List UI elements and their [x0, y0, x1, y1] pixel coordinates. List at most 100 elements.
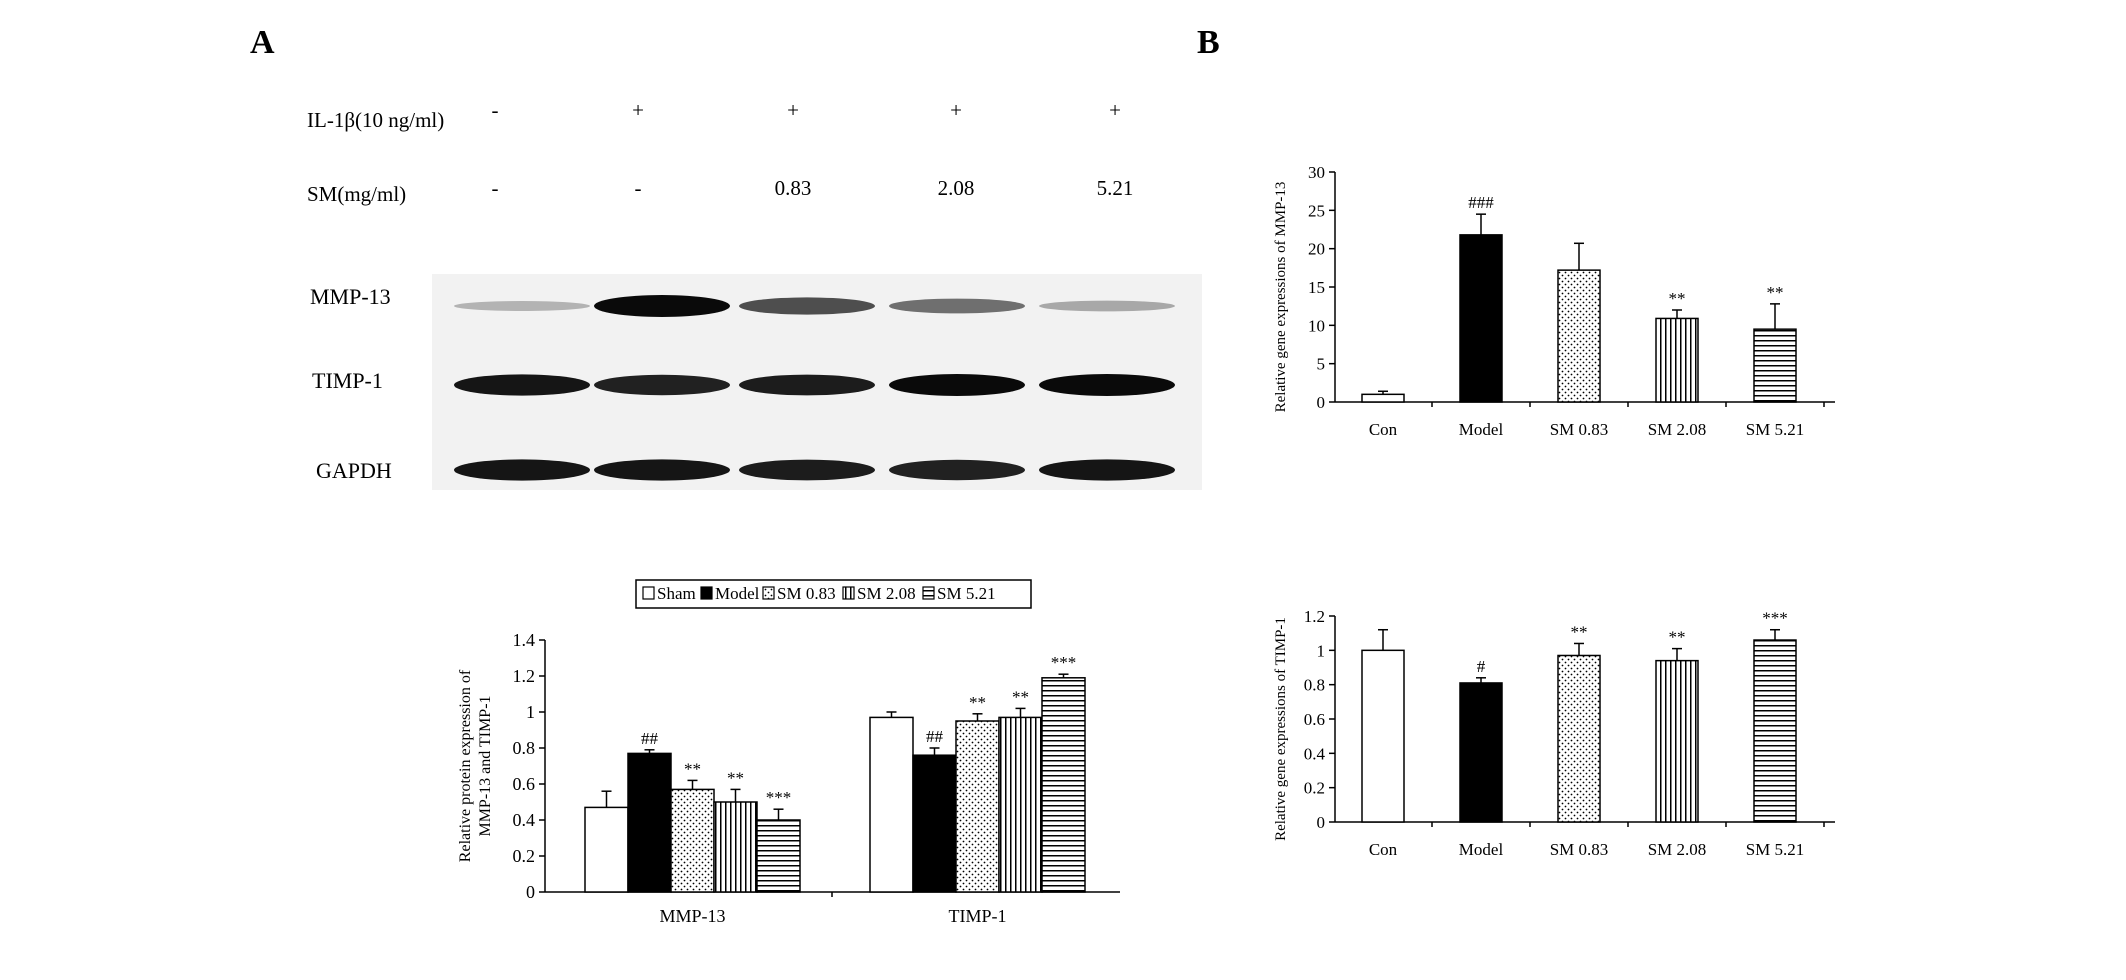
significance-label: ###	[1468, 193, 1494, 212]
y-tick-label: 5	[1317, 355, 1326, 374]
y-tick-label: 30	[1308, 163, 1325, 182]
x-tick-label: MMP-13	[659, 906, 725, 926]
y-axis-label: Relative gene expressions of TIMP-1	[1273, 617, 1289, 841]
timp1-gene-chart: 0 0.2 0.4 0.6 0.8 1 1.2 Con # Model ** SM 0.83 ** SM …	[1273, 607, 1835, 859]
bar	[670, 788, 715, 893]
significance-label: **	[1669, 628, 1686, 647]
blot-band	[454, 301, 590, 311]
y-tick-label: 1.4	[513, 630, 536, 650]
legend-label: SM 0.83	[777, 584, 836, 603]
legend-swatch	[642, 586, 655, 600]
y-tick-label: 0.8	[1304, 676, 1325, 695]
condition-value: -	[491, 98, 499, 122]
significance-label: **	[969, 693, 986, 712]
legend-swatch	[700, 586, 713, 600]
bar	[584, 806, 629, 893]
blot-band	[889, 374, 1025, 396]
significance-label: #	[1477, 657, 1486, 676]
x-tick-label: SM 0.83	[1550, 420, 1609, 439]
bar	[1041, 677, 1086, 893]
significance-label: ***	[766, 788, 792, 807]
legend-label: SM 2.08	[857, 584, 916, 603]
blot-band	[454, 459, 590, 481]
condition-value: -	[634, 176, 642, 200]
bar	[1655, 659, 1699, 823]
blot-band	[594, 459, 730, 481]
condition-label-sm: SM(mg/ml)	[307, 182, 407, 206]
legend-label: Model	[715, 584, 760, 603]
band-label-timp1: TIMP-1	[312, 368, 383, 393]
x-tick-label: SM 5.21	[1746, 420, 1805, 439]
mmp13-gene-chart: 0 5 10 15 20 25 30 Con ### Model SM 0.83 ** SM 2.08 *…	[1273, 163, 1835, 439]
condition-value: +	[950, 98, 962, 122]
x-tick-label: Model	[1459, 420, 1504, 439]
blot-band	[1039, 459, 1175, 481]
condition-value: +	[632, 98, 644, 122]
bar	[1753, 639, 1797, 823]
bar	[955, 720, 1000, 893]
y-tick-label: 0.6	[1304, 710, 1325, 729]
band-label-mmp13: MMP-13	[310, 284, 391, 309]
y-tick-label: 10	[1308, 316, 1325, 335]
legend-swatch	[842, 586, 855, 600]
bar	[912, 754, 957, 893]
panel-label-a: A	[250, 24, 275, 61]
y-tick-label: 1	[1317, 641, 1326, 660]
western-blot-image	[432, 274, 1202, 490]
y-tick-label: 0.8	[513, 738, 536, 758]
legend: Sham Model SM 0.83 SM 2.08 SM 5.21	[635, 579, 1032, 609]
condition-value: 2.08	[937, 176, 975, 200]
bar	[756, 819, 801, 893]
significance-label: **	[1571, 622, 1588, 641]
blot-band	[1039, 374, 1175, 396]
x-tick-label: SM 2.08	[1648, 420, 1707, 439]
x-tick-label: SM 2.08	[1648, 840, 1707, 859]
significance-label: **	[727, 768, 744, 787]
significance-label: ***	[1051, 653, 1077, 672]
bar	[1557, 654, 1601, 823]
y-tick-label: 0.4	[513, 810, 536, 830]
protein-expression-chart: Sham Model SM 0.83 SM 2.08 SM 5.21 0 0.2 0.4 0.6…	[457, 579, 1120, 926]
blot-band	[739, 459, 875, 481]
bar	[713, 801, 758, 893]
y-tick-label: 0	[526, 882, 535, 902]
bar	[1557, 269, 1601, 403]
condition-value: -	[491, 176, 499, 200]
blot-band	[889, 298, 1025, 314]
y-tick-label: 0.2	[1304, 779, 1325, 798]
y-tick-label: 20	[1308, 240, 1325, 259]
condition-value: 5.21	[1096, 176, 1134, 200]
condition-label-il1b: IL-1β(10 ng/ml)	[307, 108, 445, 132]
condition-value: 0.83	[774, 176, 812, 200]
significance-label: **	[1669, 289, 1686, 308]
bar	[1361, 649, 1405, 823]
significance-label: **	[684, 759, 701, 778]
blot-band	[1039, 300, 1175, 312]
x-tick-label: SM 0.83	[1550, 840, 1609, 859]
bar	[998, 716, 1043, 893]
significance-label: **	[1012, 687, 1029, 706]
blot-band	[594, 295, 730, 317]
legend-label: Sham	[657, 584, 696, 603]
blot-band	[889, 459, 1025, 481]
western-blot-bands	[454, 295, 1175, 481]
condition-value: +	[787, 98, 799, 122]
y-tick-label: 25	[1308, 201, 1325, 220]
x-tick-label: TIMP-1	[949, 906, 1007, 926]
x-tick-label: Con	[1369, 840, 1398, 859]
blot-band	[454, 374, 590, 396]
band-label-gapdh: GAPDH	[316, 458, 392, 483]
legend-label: SM 5.21	[937, 584, 996, 603]
blot-band	[739, 374, 875, 396]
significance-label: ##	[641, 729, 659, 748]
bar	[1655, 317, 1699, 403]
significance-label: **	[1767, 283, 1784, 302]
legend-swatch	[762, 586, 775, 600]
y-tick-label: 1.2	[513, 666, 536, 686]
y-tick-label: 0	[1317, 813, 1326, 832]
y-tick-label: 0.6	[513, 774, 536, 794]
x-tick-label: Con	[1369, 420, 1398, 439]
y-tick-label: 1.2	[1304, 607, 1325, 626]
significance-label: ***	[1762, 609, 1788, 628]
y-tick-label: 0.2	[513, 846, 536, 866]
